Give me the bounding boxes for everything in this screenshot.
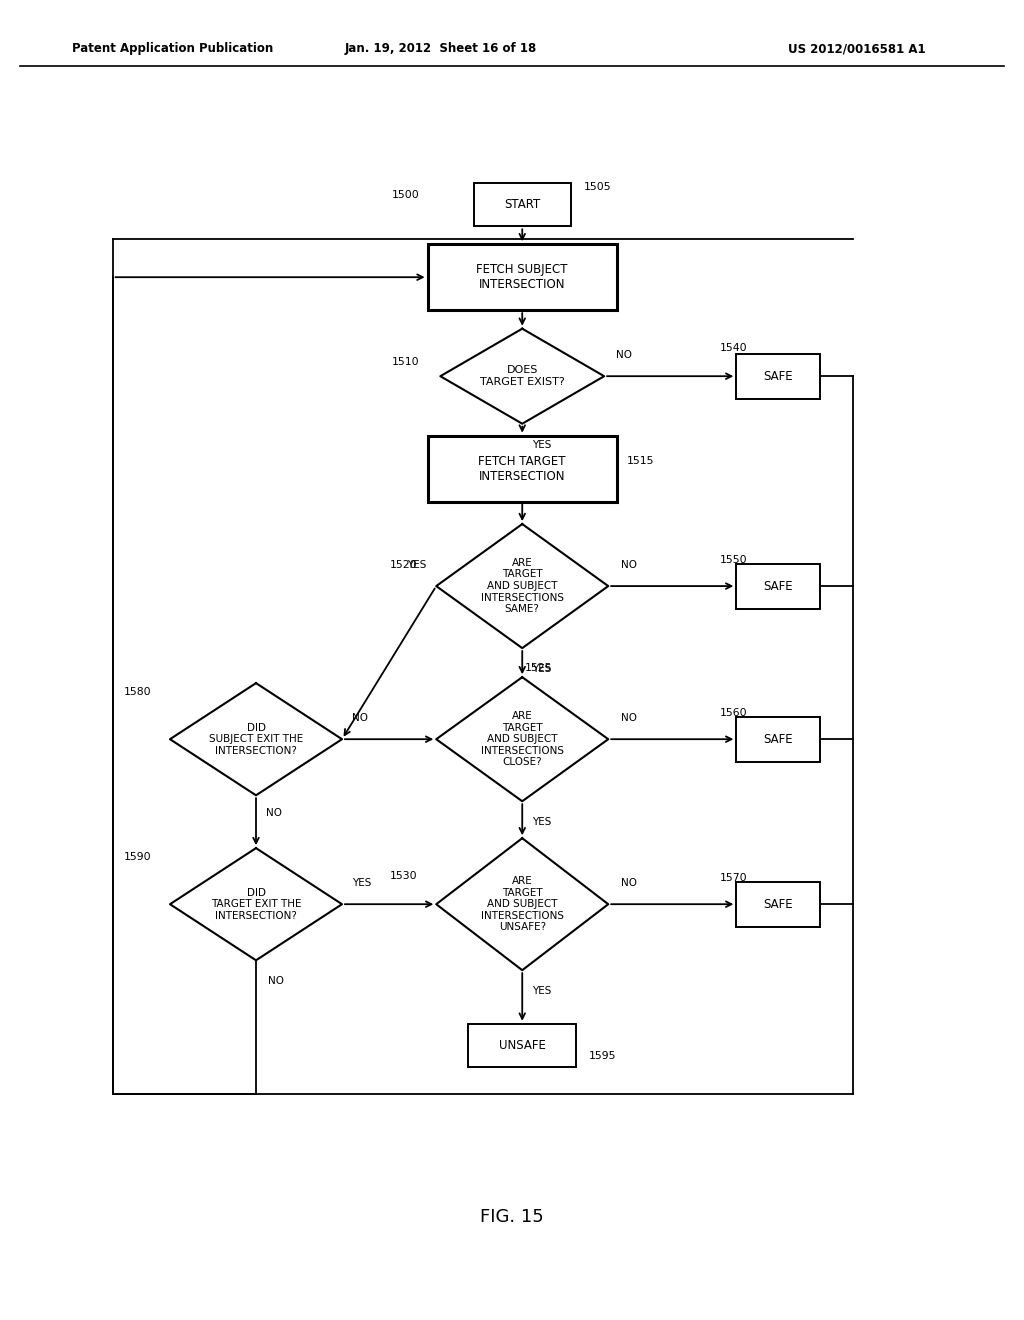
Text: 1590: 1590	[124, 851, 152, 862]
Text: NO: NO	[268, 977, 285, 986]
Polygon shape	[170, 849, 342, 961]
Text: 1500: 1500	[392, 190, 420, 201]
Text: YES: YES	[532, 440, 552, 450]
Text: NO: NO	[266, 808, 283, 818]
Text: DID
SUBJECT EXIT THE
INTERSECTION?: DID SUBJECT EXIT THE INTERSECTION?	[209, 722, 303, 756]
Text: 1550: 1550	[720, 554, 748, 565]
Text: NO: NO	[621, 560, 637, 570]
Text: 1595: 1595	[589, 1051, 616, 1061]
Text: SAFE: SAFE	[764, 579, 793, 593]
Text: FETCH SUBJECT
INTERSECTION: FETCH SUBJECT INTERSECTION	[476, 263, 568, 292]
Text: 1515: 1515	[627, 455, 654, 466]
Text: FIG. 15: FIG. 15	[480, 1208, 544, 1226]
Text: 1570: 1570	[720, 873, 748, 883]
Text: ARE
TARGET
AND SUBJECT
INTERSECTIONS
UNSAFE?: ARE TARGET AND SUBJECT INTERSECTIONS UNS…	[480, 876, 564, 932]
Text: 1530: 1530	[390, 871, 418, 882]
Text: NO: NO	[352, 713, 369, 723]
Text: 1510: 1510	[392, 356, 420, 367]
Text: SAFE: SAFE	[764, 733, 793, 746]
FancyBboxPatch shape	[428, 244, 616, 310]
Text: YES: YES	[407, 560, 426, 570]
Text: START: START	[504, 198, 541, 211]
Text: NO: NO	[616, 350, 633, 360]
Polygon shape	[170, 684, 342, 795]
FancyBboxPatch shape	[736, 564, 820, 609]
Polygon shape	[436, 677, 608, 801]
Text: YES: YES	[532, 664, 552, 675]
Polygon shape	[436, 524, 608, 648]
FancyBboxPatch shape	[473, 182, 571, 226]
Text: ARE
TARGET
AND SUBJECT
INTERSECTIONS
CLOSE?: ARE TARGET AND SUBJECT INTERSECTIONS CLO…	[480, 711, 564, 767]
Text: DID
TARGET EXIT THE
INTERSECTION?: DID TARGET EXIT THE INTERSECTION?	[211, 887, 301, 921]
FancyBboxPatch shape	[736, 717, 820, 762]
FancyBboxPatch shape	[428, 436, 616, 502]
Text: UNSAFE: UNSAFE	[499, 1039, 546, 1052]
Text: US 2012/0016581 A1: US 2012/0016581 A1	[788, 42, 926, 55]
Text: NO: NO	[621, 878, 637, 888]
Polygon shape	[440, 329, 604, 424]
Polygon shape	[436, 838, 608, 970]
Text: 1525: 1525	[524, 663, 552, 673]
Text: YES: YES	[352, 878, 372, 888]
Text: 1560: 1560	[720, 708, 748, 718]
Text: NO: NO	[621, 713, 637, 723]
FancyBboxPatch shape	[736, 882, 820, 927]
Text: 1580: 1580	[124, 686, 152, 697]
Text: YES: YES	[532, 986, 552, 997]
Text: YES: YES	[532, 817, 552, 828]
Text: 1505: 1505	[584, 182, 611, 193]
Text: 1540: 1540	[720, 343, 748, 354]
Text: 1520: 1520	[390, 560, 418, 570]
FancyBboxPatch shape	[736, 354, 820, 399]
FancyBboxPatch shape	[469, 1024, 575, 1067]
Text: SAFE: SAFE	[764, 898, 793, 911]
Text: Patent Application Publication: Patent Application Publication	[72, 42, 273, 55]
Text: ARE
TARGET
AND SUBJECT
INTERSECTIONS
SAME?: ARE TARGET AND SUBJECT INTERSECTIONS SAM…	[480, 558, 564, 614]
Text: FETCH TARGET
INTERSECTION: FETCH TARGET INTERSECTION	[478, 454, 566, 483]
Text: Jan. 19, 2012  Sheet 16 of 18: Jan. 19, 2012 Sheet 16 of 18	[344, 42, 537, 55]
Text: SAFE: SAFE	[764, 370, 793, 383]
Text: DOES
TARGET EXIST?: DOES TARGET EXIST?	[480, 366, 564, 387]
